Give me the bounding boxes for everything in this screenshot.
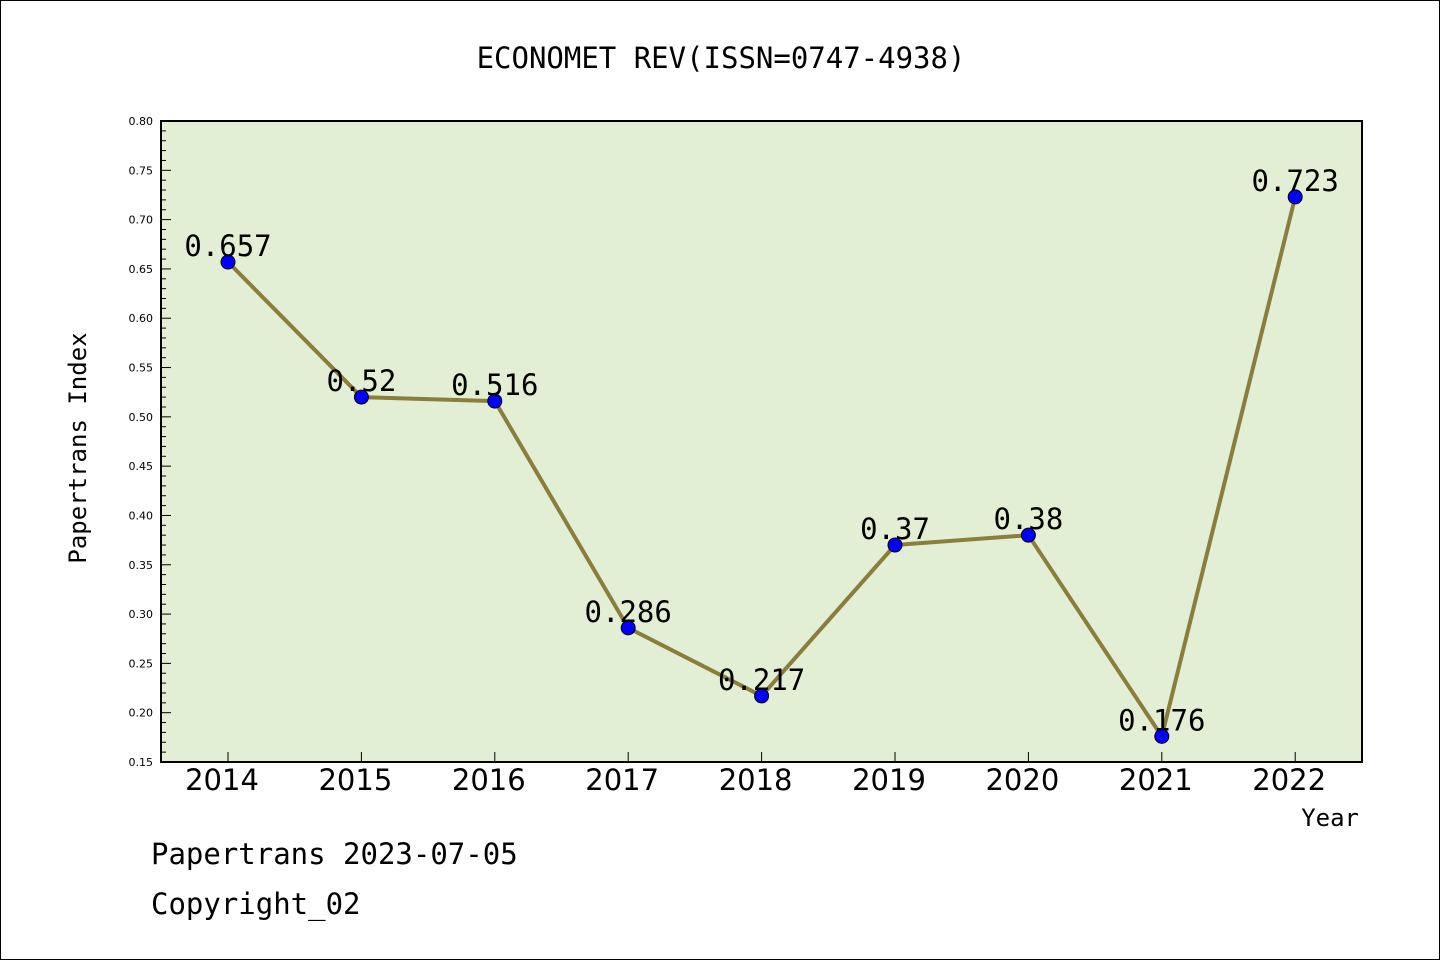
data-label: 0.52 <box>326 364 396 398</box>
footer-copyright: Copyright_02 <box>151 887 361 921</box>
x-tick-label: 2019 <box>852 763 926 797</box>
y-tick-label: 0.60 <box>129 312 154 325</box>
data-point <box>1020 527 1036 543</box>
y-tick-label: 0.55 <box>129 362 154 375</box>
y-tick-label: 0.80 <box>129 115 154 128</box>
x-tick-label: 2020 <box>985 763 1059 797</box>
data-label: 0.217 <box>718 663 805 697</box>
data-point <box>1154 728 1170 744</box>
y-axis: 0.15 0.20 0.25 0.30 0.35 0.40 0.45 0.50 0.55 0.60… <box>129 115 171 769</box>
x-tick-label: 2017 <box>585 763 659 797</box>
data-point <box>887 537 903 553</box>
data-point <box>353 389 369 405</box>
x-axis: 2014 2015 2016 2017 2018 2019 2020 2021 2022 <box>185 752 1326 797</box>
y-axis-label: Papertrans Index <box>64 332 92 563</box>
y-tick-label: 0.70 <box>129 214 154 227</box>
series-layer: 0.657 0.52 0.516 0.286 0.217 0.37 0.38 0.176 0.7… <box>184 164 1339 744</box>
y-tick-label: 0.25 <box>129 657 154 670</box>
data-point <box>754 688 770 704</box>
x-tick-label: 2021 <box>1119 763 1193 797</box>
x-tick-label: 2022 <box>1252 763 1326 797</box>
data-label: 0.37 <box>860 512 930 546</box>
chart-title: ECONOMET REV(ISSN=0747-4938) <box>477 41 966 75</box>
data-label: 0.657 <box>184 229 271 263</box>
y-tick-label: 0.40 <box>129 509 154 522</box>
data-point <box>220 254 236 270</box>
y-tick-label: 0.75 <box>129 164 154 177</box>
plot-area <box>160 120 1363 763</box>
data-point <box>620 620 636 636</box>
y-tick-label: 0.65 <box>129 263 154 276</box>
footer-date: Papertrans 2023-07-05 <box>151 837 518 871</box>
y-tick-label: 0.30 <box>129 608 154 621</box>
y-tick-label: 0.15 <box>129 756 154 769</box>
x-tick-label: 2014 <box>185 763 259 797</box>
data-label: 0.516 <box>451 368 538 402</box>
x-tick-label: 2018 <box>719 763 793 797</box>
data-label: 0.286 <box>585 595 672 629</box>
x-tick-label: 2015 <box>318 763 392 797</box>
data-label: 0.723 <box>1252 164 1339 198</box>
data-label: 0.176 <box>1118 703 1205 737</box>
data-point <box>1287 189 1303 205</box>
y-tick-label: 0.20 <box>129 707 154 720</box>
data-label: 0.38 <box>993 502 1063 536</box>
y-tick-label: 0.45 <box>129 460 154 473</box>
x-axis-label: Year <box>1301 804 1359 832</box>
data-point <box>487 393 503 409</box>
y-tick-label: 0.50 <box>129 411 154 424</box>
y-tick-label: 0.35 <box>129 559 154 572</box>
x-tick-label: 2016 <box>452 763 526 797</box>
